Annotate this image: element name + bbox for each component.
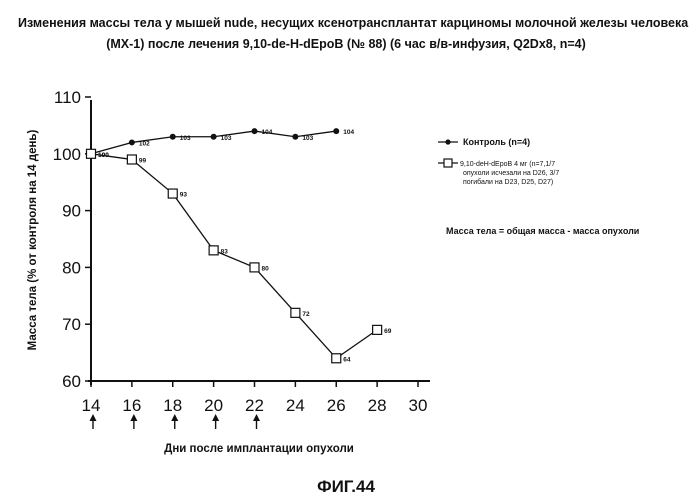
- legend: Контроль (n=4) 9,10-deH-dEpoB 4 мг (n=7,…: [438, 137, 559, 186]
- y-tick-label: 60: [62, 372, 81, 391]
- legend-treatment-label: 9,10-deH-dEpoB 4 мг (n=7,1/7: [460, 161, 555, 168]
- series-1-data-label: 100: [98, 152, 109, 159]
- series-2-point: [208, 245, 219, 256]
- x-tick-label: 26: [327, 396, 346, 415]
- series-1-point: [333, 128, 340, 135]
- series-2-point: [85, 148, 97, 159]
- y-axis-ticks: 60 70 80 90 100 110: [53, 88, 91, 391]
- y-tick-label: 100: [53, 145, 81, 164]
- x-tick-label: 24: [286, 396, 305, 415]
- dosing-arrow: [89, 414, 97, 429]
- y-tick-label: 110: [54, 88, 81, 107]
- series-2-data-label: 80: [262, 265, 270, 272]
- series-markers: [85, 128, 383, 364]
- series-1-data-label: 104: [262, 129, 273, 136]
- legend-treatment-label-line-3: погибали на D23, D25, D27): [463, 178, 553, 186]
- plot-frame: [88, 100, 430, 385]
- x-axis-label: Дни после имплантации опухоли: [164, 443, 354, 455]
- x-tick-label: 22: [245, 396, 264, 415]
- series-2-data-label: 93: [180, 192, 188, 199]
- legend-control-label: Контроль (n=4): [463, 137, 530, 147]
- series-2-point: [372, 324, 383, 335]
- series-2-data-label: 83: [221, 248, 229, 255]
- dosing-arrow: [212, 414, 220, 429]
- series-2-data-label: 64: [343, 356, 351, 363]
- x-tick-label: 30: [409, 396, 428, 415]
- series-1-data-label: 103: [221, 135, 232, 142]
- x-axis-ticks: 14 16 18 20 22 24 26 28 30: [82, 381, 428, 415]
- y-tick-label: 80: [62, 258, 81, 277]
- chart-title-line-2: (MX-1) после лечения 9,10-de-H-dEpoB (№ …: [106, 37, 586, 51]
- series-1-point: [292, 133, 299, 140]
- chart-note: Масса тела = общая масса - масса опухоли: [446, 226, 639, 236]
- series-2-data-label: 99: [139, 157, 147, 164]
- series-1-point: [251, 128, 258, 135]
- x-tick-label: 16: [122, 396, 141, 415]
- series-2-data-label: 100: [98, 152, 109, 159]
- dosing-arrows: [89, 414, 260, 429]
- series-2-point: [249, 262, 260, 273]
- series-1-data-label: 104: [343, 129, 354, 136]
- series-1-data-label: 102: [139, 140, 150, 147]
- series-1-point: [169, 133, 176, 140]
- series-1-data-label: 103: [180, 135, 191, 142]
- series-2-point: [126, 154, 137, 165]
- series-line-2: [90, 153, 378, 360]
- x-tick-label: 14: [82, 396, 101, 415]
- legend-treatment-marker: [443, 158, 453, 168]
- series-1-point: [210, 133, 217, 140]
- legend-control-marker: [445, 139, 451, 145]
- legend-treatment-label-line-2: опухоли исчезали на D26, 3/7: [463, 170, 559, 177]
- series-2-point: [290, 307, 301, 318]
- dosing-arrow: [253, 414, 260, 429]
- y-axis-label: Масса тела (% от контроля на 14 день): [27, 130, 39, 351]
- x-tick-label: 28: [368, 396, 387, 415]
- x-tick-label: 20: [204, 396, 223, 415]
- y-tick-label: 70: [62, 315, 81, 334]
- chart-title-line-1: Изменения массы тела у мышей nude, несущ…: [18, 16, 689, 30]
- series-2-point: [331, 353, 342, 364]
- y-tick-label: 90: [62, 202, 81, 221]
- series-1-data-label: 103: [302, 135, 313, 142]
- series-2-data-label: 69: [384, 328, 392, 335]
- series-2-point: [167, 188, 178, 199]
- dosing-arrow: [171, 414, 179, 429]
- dosing-arrow: [130, 414, 138, 429]
- figure-label: ФИГ.44: [317, 477, 375, 496]
- x-tick-label: 18: [163, 396, 182, 415]
- series-2-data-label: 72: [302, 311, 310, 318]
- series-1-point: [128, 139, 135, 146]
